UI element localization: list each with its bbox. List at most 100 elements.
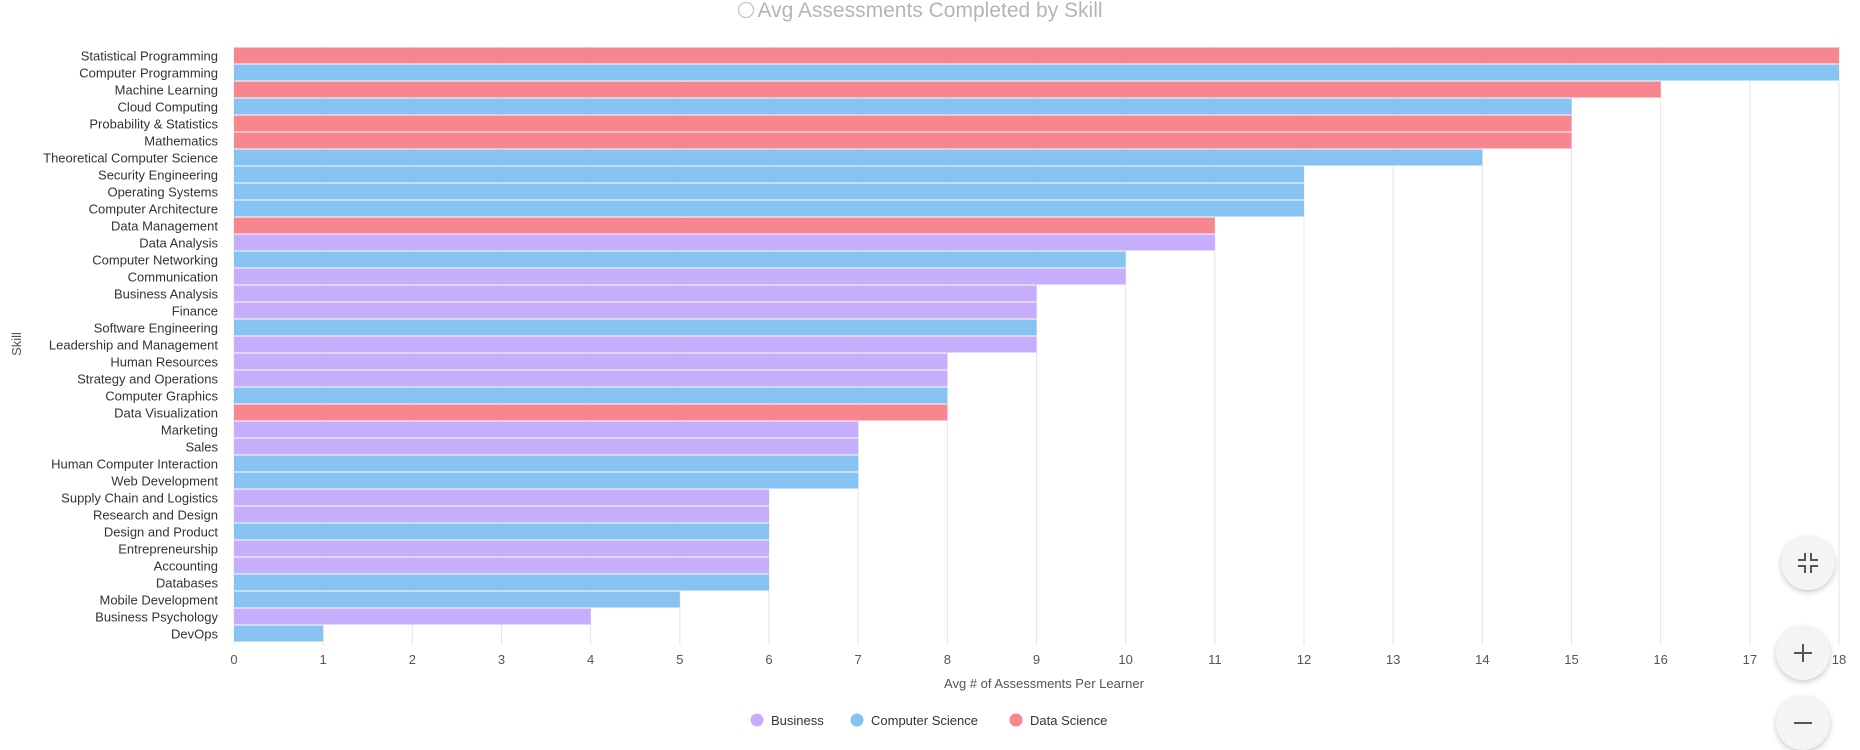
bar <box>234 251 1126 268</box>
info-icon <box>737 1 755 19</box>
x-tick-label: 7 <box>855 652 862 667</box>
bar <box>234 540 769 557</box>
x-tick-label: 4 <box>587 652 594 667</box>
x-tick-label: 18 <box>1832 652 1846 667</box>
bar <box>234 268 1126 285</box>
bar <box>234 438 859 455</box>
category-label: Mathematics <box>144 134 218 149</box>
x-tick-label: 1 <box>320 652 327 667</box>
x-tick-label: 5 <box>676 652 683 667</box>
category-label: Databases <box>156 576 219 591</box>
bar <box>234 608 591 625</box>
bar-chart: Statistical Programming Computer Programm… <box>9 0 1846 728</box>
category-label: Leadership and Management <box>49 338 219 353</box>
category-label: Computer Programming <box>79 66 218 81</box>
x-axis-label: Avg # of Assessments Per Learner <box>944 676 1145 691</box>
bar <box>234 166 1304 183</box>
category-label: Sales <box>185 440 218 455</box>
plus-icon <box>1794 644 1812 662</box>
category-label: Supply Chain and Logistics <box>61 491 218 506</box>
x-tick-label: 17 <box>1743 652 1757 667</box>
bar <box>234 200 1304 217</box>
category-label: Mobile Development <box>99 593 218 608</box>
legend-swatch <box>850 713 864 727</box>
legend-label: Computer Science <box>871 713 978 728</box>
category-label: Research and Design <box>93 508 218 523</box>
x-tick-label: 2 <box>409 652 416 667</box>
x-tick-label: 10 <box>1118 652 1132 667</box>
x-tick-label: 6 <box>765 652 772 667</box>
x-tick-label: 11 <box>1208 652 1222 667</box>
bar <box>234 489 769 506</box>
x-tick-label: 9 <box>1033 652 1040 667</box>
bar <box>234 285 1037 302</box>
chart-container: Statistical Programming Computer Programm… <box>9 0 1846 750</box>
bar <box>234 455 859 472</box>
category-label: Web Development <box>111 474 218 489</box>
category-label: Finance <box>172 304 218 319</box>
category-label: Theoretical Computer Science <box>43 151 218 166</box>
zoom-out-button[interactable] <box>1776 696 1830 750</box>
collapse-button[interactable] <box>1781 536 1835 590</box>
category-label: Business Psychology <box>95 610 218 625</box>
bar <box>234 115 1572 132</box>
legend-label: Business <box>771 713 824 728</box>
bar <box>234 404 948 421</box>
bar <box>234 47 1839 64</box>
bar <box>234 302 1037 319</box>
zoom-in-button[interactable] <box>1776 626 1830 680</box>
bar <box>234 523 769 540</box>
bar <box>234 353 948 370</box>
category-label: Computer Architecture <box>89 202 218 217</box>
category-label: Communication <box>128 270 218 285</box>
bar <box>234 98 1572 115</box>
category-label: Marketing <box>161 423 218 438</box>
bar <box>234 319 1037 336</box>
bar <box>234 217 1215 234</box>
bar <box>234 574 769 591</box>
x-tick-label: 3 <box>498 652 505 667</box>
category-label: DevOps <box>171 627 218 642</box>
category-label: Strategy and Operations <box>77 372 218 387</box>
minus-icon <box>1794 722 1812 724</box>
bar <box>234 506 769 523</box>
legend-swatch <box>750 713 764 727</box>
bar <box>234 421 859 438</box>
category-label: Machine Learning <box>115 83 218 98</box>
category-label: Data Management <box>111 219 218 234</box>
bar <box>234 81 1661 98</box>
bar <box>234 149 1483 166</box>
bar <box>234 336 1037 353</box>
category-label: Data Visualization <box>114 406 218 421</box>
category-label: Accounting <box>154 559 218 574</box>
category-label: Human Resources <box>110 355 218 370</box>
x-tick-label: 0 <box>230 652 237 667</box>
x-tick-label: 15 <box>1564 652 1578 667</box>
x-tick-label: 12 <box>1297 652 1311 667</box>
x-tick-label: 14 <box>1475 652 1489 667</box>
legend-label: Data Science <box>1030 713 1107 728</box>
y-axis-label: Skill <box>9 332 24 356</box>
legend-swatch <box>1009 713 1023 727</box>
category-label: Business Analysis <box>114 287 219 302</box>
bar <box>234 625 324 642</box>
bar <box>234 472 859 489</box>
x-tick-label: 13 <box>1386 652 1400 667</box>
bar <box>234 591 680 608</box>
collapse-icon <box>1798 553 1818 573</box>
category-label: Computer Graphics <box>105 389 218 404</box>
category-label: Statistical Programming <box>81 49 218 64</box>
bar <box>234 370 948 387</box>
chart-title: Avg Assessments Completed by Skill <box>757 0 1102 22</box>
x-tick-label: 8 <box>944 652 951 667</box>
bar <box>234 387 948 404</box>
category-label: Design and Product <box>104 525 219 540</box>
category-label: Entrepreneurship <box>118 542 218 557</box>
x-tick-label: 16 <box>1653 652 1667 667</box>
category-label: Data Analysis <box>139 236 218 251</box>
category-label: Security Engineering <box>98 168 218 183</box>
bar <box>234 183 1304 200</box>
category-label: Cloud Computing <box>118 100 218 115</box>
bar <box>234 557 769 574</box>
category-label: Operating Systems <box>107 185 218 200</box>
